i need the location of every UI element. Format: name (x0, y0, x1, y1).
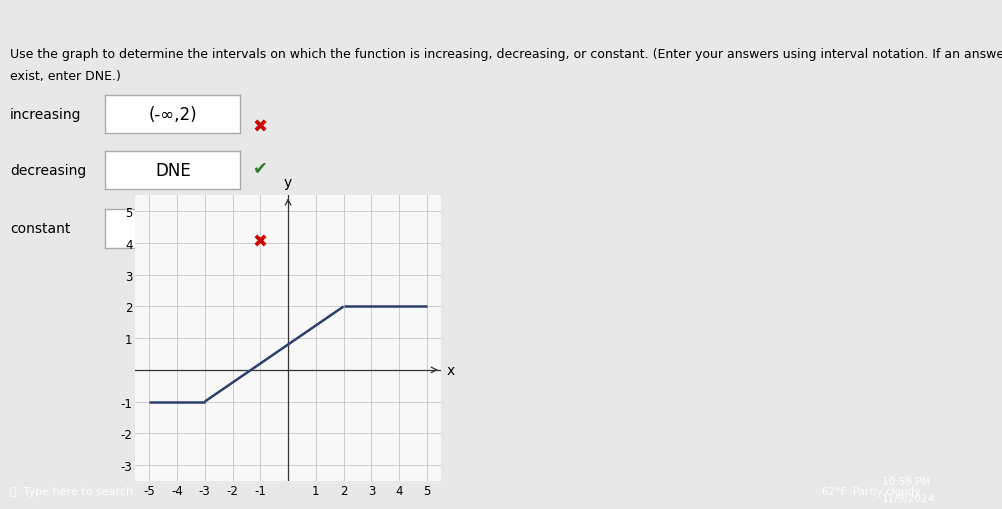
Text: ✖: ✖ (253, 233, 268, 251)
Text: (-∞,2): (-∞,2) (148, 105, 197, 124)
Text: 11/9/2024: 11/9/2024 (882, 493, 935, 503)
Text: constant: constant (10, 222, 70, 236)
Text: 10:59 PM: 10:59 PM (882, 476, 930, 486)
Text: increasing: increasing (10, 107, 81, 122)
Text: 62°F  Partly cloudy: 62°F Partly cloudy (822, 486, 920, 496)
Text: decreasing: decreasing (10, 163, 86, 178)
Text: x: x (447, 363, 455, 377)
Text: exist, enter DNE.): exist, enter DNE.) (10, 70, 121, 83)
Text: Use the graph to determine the intervals on which the function is increasing, de: Use the graph to determine the intervals… (10, 48, 1002, 61)
Text: ✔: ✔ (253, 159, 268, 177)
Text: ✖: ✖ (253, 118, 268, 136)
Text: (2,∞): (2,∞) (151, 220, 194, 238)
Text: y: y (284, 176, 293, 190)
Text: DNE: DNE (155, 161, 190, 180)
Text: 🔍  Type here to search: 🔍 Type here to search (10, 486, 133, 496)
